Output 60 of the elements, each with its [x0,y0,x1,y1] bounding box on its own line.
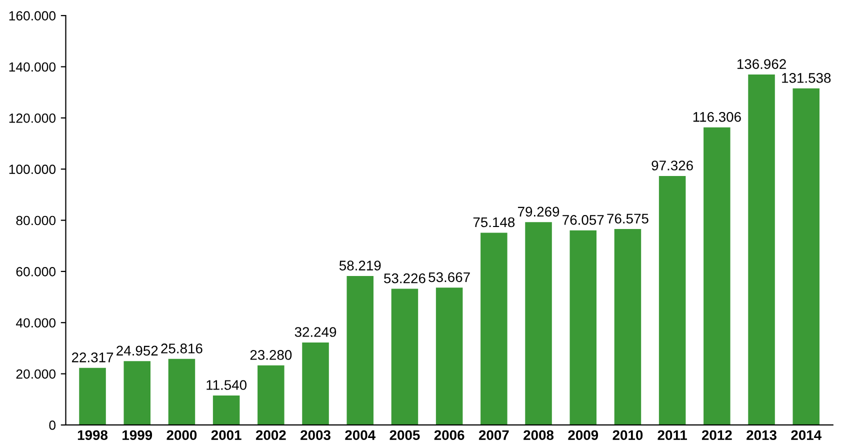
bar [436,288,463,425]
y-tick-label: 140.000 [9,62,56,72]
x-tick-label: 1998 [78,430,108,440]
x-tick-label: 2006 [434,430,464,440]
bar [704,127,730,425]
data-label: 24.952 [116,346,158,356]
y-tick-label: 40.000 [16,318,56,328]
data-label: 22.317 [72,352,114,362]
x-tick-label: 2013 [746,430,776,440]
data-label: 97.326 [652,160,693,170]
x-tick-label: 2000 [166,430,197,440]
data-label: 23.280 [250,350,292,360]
x-tick-label: 2001 [211,430,242,440]
x-tick-label: 2005 [390,430,420,440]
x-tick-label: 1999 [122,430,152,440]
bar [258,365,284,425]
bar [658,176,686,425]
data-label: 53.667 [428,272,470,282]
y-tick-label: 20.000 [16,369,56,379]
data-label: 58.219 [339,260,381,270]
bar [614,229,642,425]
x-tick-label: 2011 [658,430,688,440]
x-tick-label: 2004 [345,430,376,440]
data-label: 25.816 [161,344,202,354]
x-tick-label: 2008 [524,430,554,440]
y-tick-label: 0 [49,420,56,430]
x-tick-label: 2014 [791,430,822,440]
bar [346,276,374,425]
data-label: 116.306 [693,112,741,122]
bar [480,232,508,425]
y-tick-label: 100.000 [9,164,56,174]
bar [79,368,106,425]
y-tick-label: 160.000 [9,11,56,20]
bar [302,342,329,425]
data-label: 53.226 [384,273,426,284]
y-tick-label: 80.000 [16,216,56,226]
y-tick-label: 60.000 [16,267,56,276]
bar [792,88,820,425]
bar [168,358,196,425]
x-tick-label: 2002 [256,430,286,440]
bar [124,361,150,425]
bar [570,230,596,425]
data-label: 11.540 [206,380,247,390]
bar [748,74,775,425]
x-tick-label: 2007 [478,430,509,440]
x-tick-label: 2009 [568,430,598,440]
data-label: 32.249 [294,327,336,337]
y-tick-label: 120.000 [9,113,56,123]
bar [212,395,240,425]
data-label: 76.575 [607,214,648,224]
data-label: 76.057 [562,215,604,225]
x-tick-label: 2012 [702,430,732,440]
x-tick-label: 2003 [300,430,330,440]
x-tick-label: 2010 [612,430,643,440]
bar [525,222,552,425]
data-label: 131.538 [782,73,831,83]
data-label: 79.269 [518,206,560,217]
bar [391,288,418,425]
data-label: 136.962 [737,59,786,69]
data-label: 75.148 [473,217,515,228]
